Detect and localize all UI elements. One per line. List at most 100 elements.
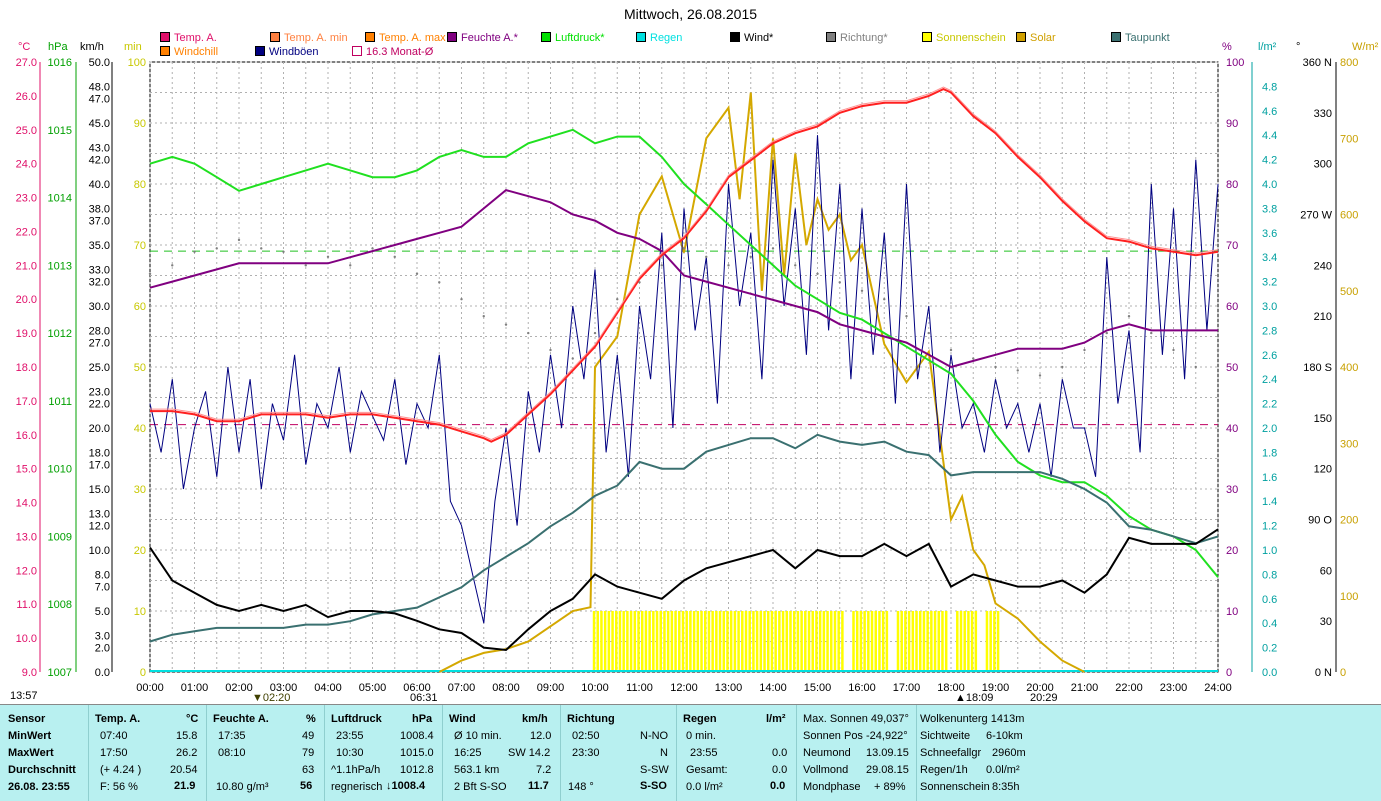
sunshine-bar (881, 611, 885, 672)
direction-point (972, 357, 975, 360)
pressure-min-time: 23:55 (336, 730, 364, 742)
sensor-date: 26.08. 23:55 (8, 781, 70, 793)
pct-tick-label: 90 (1226, 118, 1238, 130)
sunshine-bar (870, 611, 874, 672)
pct-tick-label: 60 (1226, 301, 1238, 313)
lm2-tick-label: 0.0 (1262, 667, 1277, 679)
sunshine-bar (741, 611, 744, 672)
sunshine-bar (859, 611, 863, 672)
direction-point (1216, 348, 1220, 352)
wm2-tick-label: 600 (1340, 210, 1358, 222)
deg-tick-label: 360 N (1303, 57, 1332, 69)
sunshine-bar (622, 611, 625, 672)
sunshine-bar (959, 611, 963, 672)
x-tick-label: 06:00 (403, 682, 431, 694)
extra-snowline-label: Schneefallgr (920, 747, 982, 759)
sunshine-bar (629, 611, 633, 672)
direction-max-value: N (660, 747, 668, 759)
extra-snowline-value: 2960m (992, 747, 1026, 759)
direction-point (838, 281, 841, 284)
kmh-tick-label: 42.0 (89, 155, 110, 167)
sunshine-bar (785, 611, 789, 672)
wind-header: Wind (449, 713, 476, 725)
kmh-tick-label: 32.0 (89, 277, 110, 289)
pressure-header: Luftdruck (331, 713, 382, 725)
direction-header: Richtung (567, 713, 615, 725)
rain-unit: l/m² (766, 713, 786, 725)
sunshine-bar (770, 611, 774, 672)
x-tick-label: 07:00 (448, 682, 476, 694)
legend-label: Solar (1030, 32, 1056, 44)
deg-tick-label: 330 (1314, 108, 1332, 120)
kmh-tick-label: 2.0 (95, 643, 110, 655)
wind-run: 563.1 km (454, 764, 500, 776)
wind-max-time: 16:25 (454, 747, 482, 759)
x-tick-label: 20:00 (1026, 682, 1054, 694)
kmh-tick-label: 37.0 (89, 216, 110, 228)
kmh-tick-label: 0.0 (95, 667, 110, 679)
hpa-axis-unit: hPa (48, 41, 68, 53)
humidity-max-time: 08:10 (218, 747, 246, 759)
rain-total-label: Gesamt: (686, 764, 728, 776)
sunshine-bar (896, 611, 900, 672)
kmh-tick-label: 7.0 (95, 582, 110, 594)
lm2-tick-label: 0.8 (1262, 569, 1277, 581)
sunshine-bars (592, 611, 1000, 672)
sunshine-bar (692, 611, 696, 672)
pct-tick-label: 30 (1226, 484, 1238, 496)
legend-item: Temp. A. min (270, 32, 348, 44)
x-tick-label: 16:00 (848, 682, 876, 694)
sunshine-bar (596, 611, 599, 672)
legend-label: Feuchte A.* (461, 32, 518, 44)
deg-tick-label: 300 (1314, 159, 1332, 171)
sunshine-bar (944, 611, 948, 672)
direction-point (460, 298, 463, 301)
legend-swatch (255, 46, 265, 56)
min-tick-label: 0 (140, 667, 146, 679)
wm2-tick-label: 0 (1340, 667, 1346, 679)
min-axis-unit: min (124, 41, 142, 53)
sunshine-bar (915, 611, 918, 672)
min-tick-label: 60 (134, 301, 146, 313)
pressure-line (149, 128, 1219, 578)
kmh-tick-label: 40.0 (89, 179, 110, 191)
temperature-max-line (150, 86, 1219, 441)
wm2-axis-unit: W/m² (1352, 41, 1379, 53)
wind-line (149, 528, 1219, 652)
sunshine-bar (726, 611, 729, 672)
extra-rain1h-value: 0.0l/m² (986, 764, 1020, 776)
gust-line (149, 135, 1219, 624)
pct-tick-label: 80 (1226, 179, 1238, 191)
legend-label: Taupunkt (1125, 32, 1170, 44)
sunshine-bar (796, 611, 800, 672)
sunshine-bar (807, 611, 811, 672)
sunshine-bar (941, 611, 944, 672)
legend-label: Richtung* (840, 32, 888, 44)
direction-point (415, 272, 419, 276)
direction-point (260, 247, 263, 250)
sunshine-bar (611, 611, 614, 672)
legend-item: Regen (636, 32, 682, 44)
direction-point (705, 255, 708, 259)
legend-item: Taupunkt (1111, 32, 1170, 44)
wm2-tick-label: 400 (1340, 362, 1358, 374)
direction-min-value: N-NO (640, 730, 669, 742)
x-tick-label: 22:00 (1115, 682, 1143, 694)
temp-tick-label: 16.0 (16, 430, 37, 442)
legend-swatch (1016, 32, 1026, 42)
deg-tick-label: 60 (1320, 565, 1332, 577)
sunshine-bar (600, 611, 603, 672)
legend-item: Temp. A. (160, 32, 217, 44)
temp-tick-label: 11.0 (16, 599, 37, 611)
sunshine-bar (867, 611, 870, 672)
sunshine-bar (633, 611, 637, 672)
min-tick-label: 90 (134, 118, 146, 130)
deg-axis-unit: ° (1296, 41, 1300, 53)
sunshine-bar (607, 611, 611, 672)
kmh-tick-label: 25.0 (89, 362, 110, 374)
sunshine-bar (763, 611, 766, 672)
wm2-tick-label: 700 (1340, 133, 1358, 145)
legend-swatch (1111, 32, 1121, 42)
direction-point (860, 289, 864, 292)
sunshine-bar (615, 611, 618, 672)
